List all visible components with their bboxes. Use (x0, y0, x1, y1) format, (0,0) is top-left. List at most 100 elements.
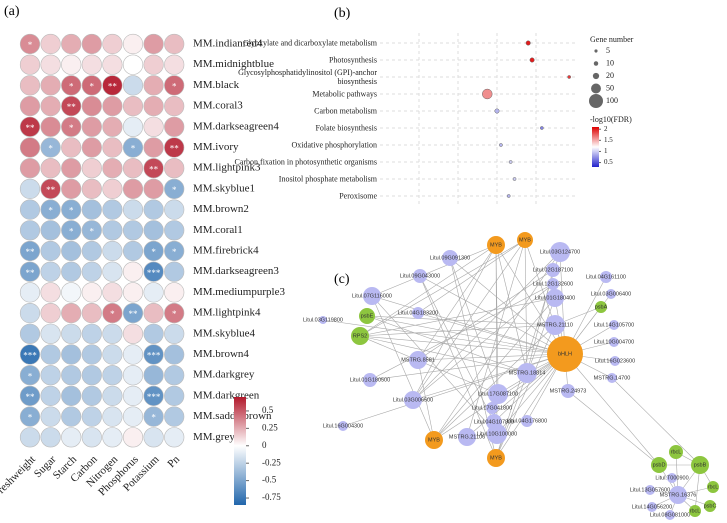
node-label: MSTRG.21106 (449, 434, 485, 440)
cell (143, 199, 164, 220)
edge (466, 353, 566, 438)
cell (61, 199, 82, 220)
node-label: Litul.02G187100 (533, 267, 573, 273)
colorbar-label: 1 (604, 147, 608, 155)
node-label: psbC (704, 503, 717, 509)
cell (164, 323, 185, 344)
category-label: Glyoxylate and dicarboxylate metabolism (243, 38, 377, 48)
node-label: Litul.01G180400 (535, 295, 575, 301)
cell (122, 344, 144, 365)
cell (61, 323, 82, 344)
cell (81, 365, 102, 386)
edge (371, 295, 566, 355)
cell (143, 406, 164, 427)
cell (61, 303, 82, 324)
edge (359, 324, 556, 337)
node-label: psbA (595, 304, 608, 310)
legend-title: Gene number (590, 35, 634, 44)
edge (359, 335, 566, 355)
cell (19, 323, 41, 344)
node (609, 320, 619, 330)
node (609, 337, 619, 347)
cell (61, 33, 82, 55)
cell (40, 54, 61, 75)
cell (122, 75, 144, 96)
node-label: Litul.10G004700 (594, 339, 634, 345)
node-label: rbcL (671, 449, 682, 455)
cell (143, 282, 164, 303)
cell (143, 240, 164, 262)
cell (164, 240, 185, 262)
bubble (512, 177, 517, 181)
significance: *** (147, 351, 161, 361)
significance: * (28, 40, 33, 50)
significance: * (69, 81, 74, 91)
cell (81, 220, 102, 241)
bubble (506, 194, 511, 198)
node-label: Litul.T000900 (655, 475, 688, 481)
legend-label: 20 (606, 71, 614, 80)
significance: *** (147, 268, 161, 278)
cell (122, 95, 144, 117)
cell (164, 365, 185, 386)
cell (19, 240, 41, 262)
cell (164, 385, 185, 407)
legend-size (594, 49, 598, 53)
cell (102, 220, 123, 241)
edge (366, 315, 556, 326)
row-label: MM.lightpink3 (193, 162, 261, 174)
legend-label: 100 (606, 96, 618, 105)
significance: *** (23, 351, 37, 361)
edge (412, 239, 526, 401)
node (691, 456, 709, 474)
row-label: MM.brown2 (193, 203, 249, 215)
row-label: MM.brown4 (193, 348, 249, 360)
cell (143, 385, 164, 407)
cell (164, 75, 185, 96)
cell (143, 158, 164, 179)
cell (143, 95, 164, 117)
cell (40, 95, 61, 117)
node-label: Litul.03G006500 (393, 397, 433, 403)
cell (61, 95, 82, 117)
edge (449, 257, 499, 395)
significance: * (172, 185, 177, 195)
cell (102, 158, 123, 179)
edge (433, 324, 556, 441)
category-label: Metabolic pathways (312, 89, 377, 99)
cell (19, 427, 41, 448)
cell (164, 199, 185, 220)
row-label: MM.grey (193, 431, 235, 443)
cell (143, 75, 164, 96)
cell (102, 54, 123, 75)
cell (40, 303, 61, 324)
colorbar-label: 1.5 (604, 136, 613, 144)
cell (102, 137, 123, 158)
cell (19, 116, 41, 137)
node (550, 242, 570, 262)
node (442, 250, 458, 266)
significance: ** (26, 268, 36, 278)
node-label: bHLH (558, 351, 572, 357)
edge (417, 353, 566, 361)
node (546, 289, 564, 307)
cell (122, 282, 144, 303)
cell (81, 303, 102, 324)
category-label: Oxidative phosphorylation (291, 140, 377, 150)
edge (412, 244, 497, 401)
significance: * (151, 247, 156, 257)
node-label: Litul.14G105700 (594, 322, 634, 328)
edge (417, 269, 554, 361)
edge (495, 353, 566, 459)
edge (564, 353, 660, 466)
node (487, 449, 505, 467)
cell (61, 282, 82, 303)
significance: ** (170, 144, 180, 154)
cell (40, 406, 61, 427)
row-label: MM.saddlebrown (193, 410, 272, 422)
category-label: Glycosylphosphatidylinositol (GPI)-ancho… (238, 68, 377, 86)
cell (40, 33, 61, 55)
node-label: Litul.01G180500 (350, 377, 390, 383)
node-label: Litul.16G004300 (323, 423, 363, 429)
edge (495, 244, 566, 355)
